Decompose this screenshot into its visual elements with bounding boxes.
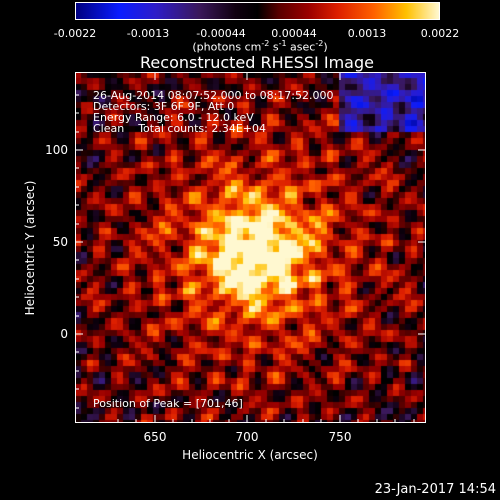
colorbar-units: (photons cm-2 s-1 asec-2) xyxy=(192,39,328,54)
colorbar-tick-label: 0.00044 xyxy=(271,27,317,40)
colorbar xyxy=(75,2,440,20)
colorbar-tick-label: 0.0022 xyxy=(420,27,460,40)
time-range-text: 26-Aug-2014 08:07:52.000 to 08:17:52.000 xyxy=(93,89,334,102)
clean-counts-text: Clean Total counts: 2.34E+04 xyxy=(93,122,267,135)
x-axis-label: Heliocentric X (arcsec) xyxy=(182,448,318,462)
colorbar-tick-label: -0.0022 xyxy=(53,27,97,40)
heatmap-image xyxy=(75,72,426,423)
x-tick-label: 650 xyxy=(143,430,167,444)
colorbar-tick-label: -0.0013 xyxy=(126,27,170,40)
detectors-text: Detectors: 3F 6F 9F, Att 0 xyxy=(93,100,235,113)
peak-position-text: Position of Peak = [701,46] xyxy=(93,397,243,410)
y-tick-label: 50 xyxy=(52,235,68,249)
x-tick-label: 750 xyxy=(328,430,352,444)
timestamp: 23-Jan-2017 14:54 xyxy=(374,482,496,497)
x-tick-label: 700 xyxy=(235,430,259,444)
y-axis-label: Heliocentric Y (arcsec) xyxy=(23,180,37,316)
image-plot: 26-Aug-2014 08:07:52.000 to 08:17:52.000… xyxy=(75,72,426,423)
energy-range-text: Energy Range: 6.0 - 12.0 keV xyxy=(93,111,254,124)
y-tick-label: 100 xyxy=(45,143,68,157)
colorbar-tick-label: -0.00044 xyxy=(196,27,246,40)
plot-title: Reconstructed RHESSI Image xyxy=(140,53,374,72)
colorbar-tick-label: 0.0013 xyxy=(347,27,387,40)
y-tick-label: 0 xyxy=(60,327,68,341)
